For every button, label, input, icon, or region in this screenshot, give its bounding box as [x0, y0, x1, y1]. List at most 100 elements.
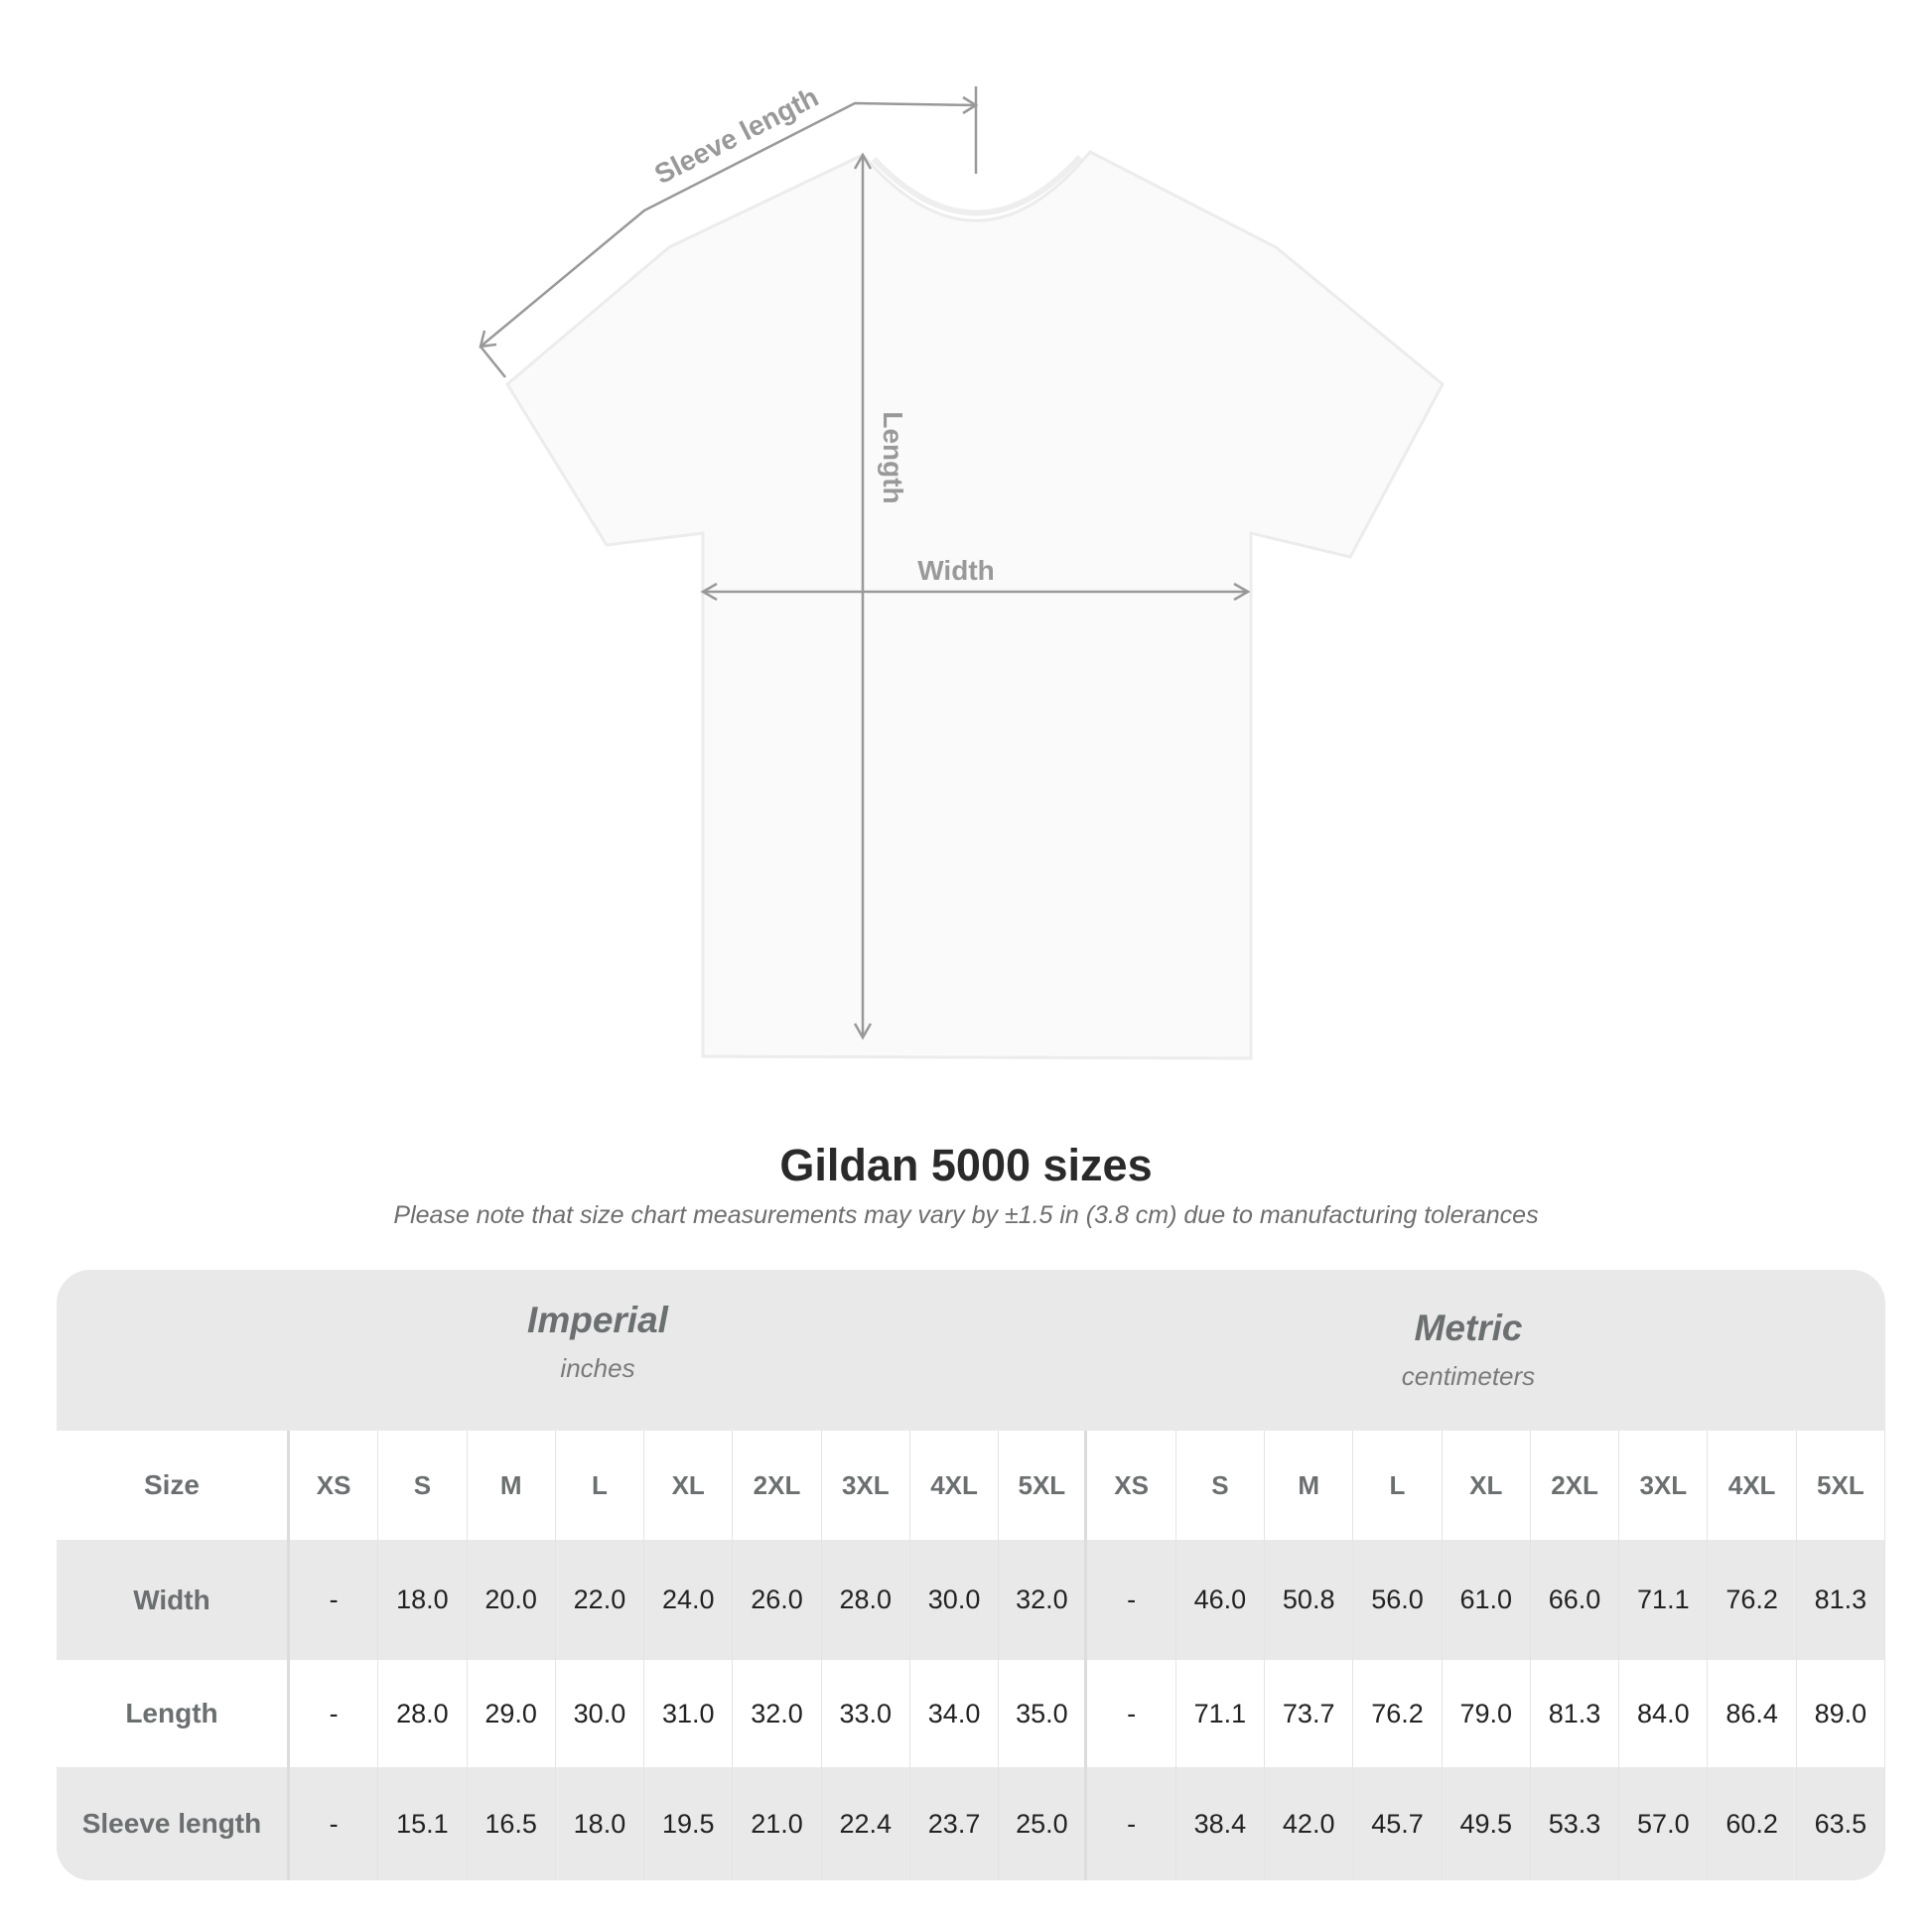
- tolerance-note: Please note that size chart measurements…: [393, 1201, 1539, 1229]
- width-arrow-left: [700, 582, 718, 602]
- size-header-cell: M: [1265, 1431, 1354, 1540]
- value-cell: 71.1: [1176, 1660, 1266, 1767]
- value-cell: 20.0: [468, 1540, 556, 1660]
- value-cell: 22.4: [822, 1767, 910, 1880]
- value-cell: 60.2: [1708, 1767, 1797, 1880]
- value-cell: 35.0: [999, 1660, 1088, 1767]
- row-label: Sleeve length: [57, 1767, 290, 1880]
- table-row: Sleeve length -15.1 16.5 18.0 19.5 21.0 22.4 23…: [57, 1767, 1885, 1880]
- value-cell: 57.0: [1619, 1767, 1709, 1880]
- value-cell: 23.7: [910, 1767, 1000, 1880]
- value-cell: 45.7: [1353, 1767, 1443, 1880]
- size-header-cell: M: [468, 1431, 556, 1540]
- value-cell: 18.0: [378, 1540, 468, 1660]
- size-header-cell: XS: [290, 1431, 379, 1540]
- size-header-cell: 4XL: [910, 1431, 1000, 1540]
- header-band: Imperial inches Metric centimeters: [57, 1270, 1885, 1431]
- row-label: Width: [57, 1540, 290, 1660]
- size-header-cell: 3XL: [822, 1431, 910, 1540]
- size-table: Imperial inches Metric centimeters Size …: [57, 1270, 1885, 1880]
- value-cell: -: [1087, 1767, 1176, 1880]
- size-header-cell: 5XL: [1797, 1431, 1885, 1540]
- length-arrow-bottom: [853, 1023, 873, 1040]
- table-row: Width -18.0 20.0 22.0 24.0 26.0 28.0 30.0 32.0-4…: [57, 1540, 1885, 1660]
- value-cell: 26.0: [733, 1540, 822, 1660]
- size-header-cell: 3XL: [1619, 1431, 1709, 1540]
- value-cell: 49.5: [1443, 1767, 1531, 1880]
- value-cell: 32.0: [999, 1540, 1088, 1660]
- size-header-cell: XS: [1087, 1431, 1176, 1540]
- value-cell: 24.0: [644, 1540, 734, 1660]
- value-cell: 21.0: [733, 1767, 822, 1880]
- value-cell: 66.0: [1531, 1540, 1620, 1660]
- tshirt-diagram: Sleeve length Length Width: [479, 81, 1445, 1060]
- value-cell: 89.0: [1797, 1660, 1885, 1767]
- value-cell: 76.2: [1708, 1540, 1797, 1660]
- value-cell: 34.0: [910, 1660, 1000, 1767]
- value-cell: 81.3: [1531, 1660, 1620, 1767]
- sleeve-length-label: Sleeve length: [649, 81, 823, 191]
- width-label: Width: [917, 555, 995, 586]
- value-cell: 29.0: [468, 1660, 556, 1767]
- value-cell: 71.1: [1619, 1540, 1709, 1660]
- row-label: Length: [57, 1660, 290, 1767]
- size-label: Size: [57, 1431, 290, 1540]
- size-header-cell: S: [378, 1431, 468, 1540]
- value-cell: -: [1087, 1660, 1176, 1767]
- tshirt-shape: [505, 150, 1445, 1060]
- size-header-cell: S: [1176, 1431, 1266, 1540]
- value-cell: 18.0: [556, 1767, 645, 1880]
- value-cell: -: [290, 1540, 379, 1660]
- size-header-cell: XL: [1443, 1431, 1531, 1540]
- size-header-cell: L: [1353, 1431, 1443, 1540]
- value-cell: 28.0: [378, 1660, 468, 1767]
- value-cell: 30.0: [556, 1660, 645, 1767]
- size-header-cell: 2XL: [1531, 1431, 1620, 1540]
- value-cell: 16.5: [468, 1767, 556, 1880]
- value-cell: 79.0: [1443, 1660, 1531, 1767]
- table-row: Length -28.0 29.0 30.0 31.0 32.0 33.0 34.0 35.0-…: [57, 1660, 1885, 1767]
- imperial-header: Imperial inches: [250, 1300, 945, 1384]
- size-header-cell: 2XL: [733, 1431, 822, 1540]
- size-header-row: Size XS S M L XL 2XL 3XL 4XL 5XL XS S M L XL 2XL 3XL 4XL…: [57, 1431, 1885, 1540]
- value-cell: 30.0: [910, 1540, 1000, 1660]
- metric-title: Metric: [1414, 1308, 1523, 1348]
- size-header-cell: 4XL: [1708, 1431, 1797, 1540]
- width-arrow-right: [1233, 582, 1251, 602]
- length-arrow-top: [853, 152, 873, 170]
- value-cell: 25.0: [999, 1767, 1088, 1880]
- value-cell: 56.0: [1353, 1540, 1443, 1660]
- imperial-unit: inches: [560, 1353, 635, 1383]
- value-cell: 15.1: [378, 1767, 468, 1880]
- imperial-title: Imperial: [527, 1300, 668, 1340]
- value-cell: -: [1087, 1540, 1176, 1660]
- value-cell: 61.0: [1443, 1540, 1531, 1660]
- value-cell: 46.0: [1176, 1540, 1266, 1660]
- value-cell: 38.4: [1176, 1767, 1266, 1880]
- value-cell: -: [290, 1660, 379, 1767]
- metric-header: Metric centimeters: [1121, 1308, 1816, 1392]
- sleeve-tick-left: [480, 345, 506, 378]
- value-cell: 53.3: [1531, 1767, 1620, 1880]
- value-cell: 50.8: [1265, 1540, 1354, 1660]
- size-header-cell: XL: [644, 1431, 734, 1540]
- value-cell: 76.2: [1353, 1660, 1443, 1767]
- length-label: Length: [878, 411, 908, 503]
- value-cell: 63.5: [1797, 1767, 1885, 1880]
- value-cell: 42.0: [1265, 1767, 1354, 1880]
- value-cell: -: [290, 1767, 379, 1880]
- page-title: Gildan 5000 sizes: [779, 1140, 1153, 1190]
- value-cell: 84.0: [1619, 1660, 1709, 1767]
- value-cell: 81.3: [1797, 1540, 1885, 1660]
- value-cell: 32.0: [733, 1660, 822, 1767]
- collar: [871, 154, 1083, 216]
- metric-unit: centimeters: [1401, 1361, 1536, 1391]
- value-cell: 33.0: [822, 1660, 910, 1767]
- size-header-cell: 5XL: [999, 1431, 1088, 1540]
- value-cell: 31.0: [644, 1660, 734, 1767]
- value-cell: 19.5: [644, 1767, 734, 1880]
- value-cell: 22.0: [556, 1540, 645, 1660]
- size-header-cell: L: [556, 1431, 645, 1540]
- value-cell: 28.0: [822, 1540, 910, 1660]
- value-cell: 86.4: [1708, 1660, 1797, 1767]
